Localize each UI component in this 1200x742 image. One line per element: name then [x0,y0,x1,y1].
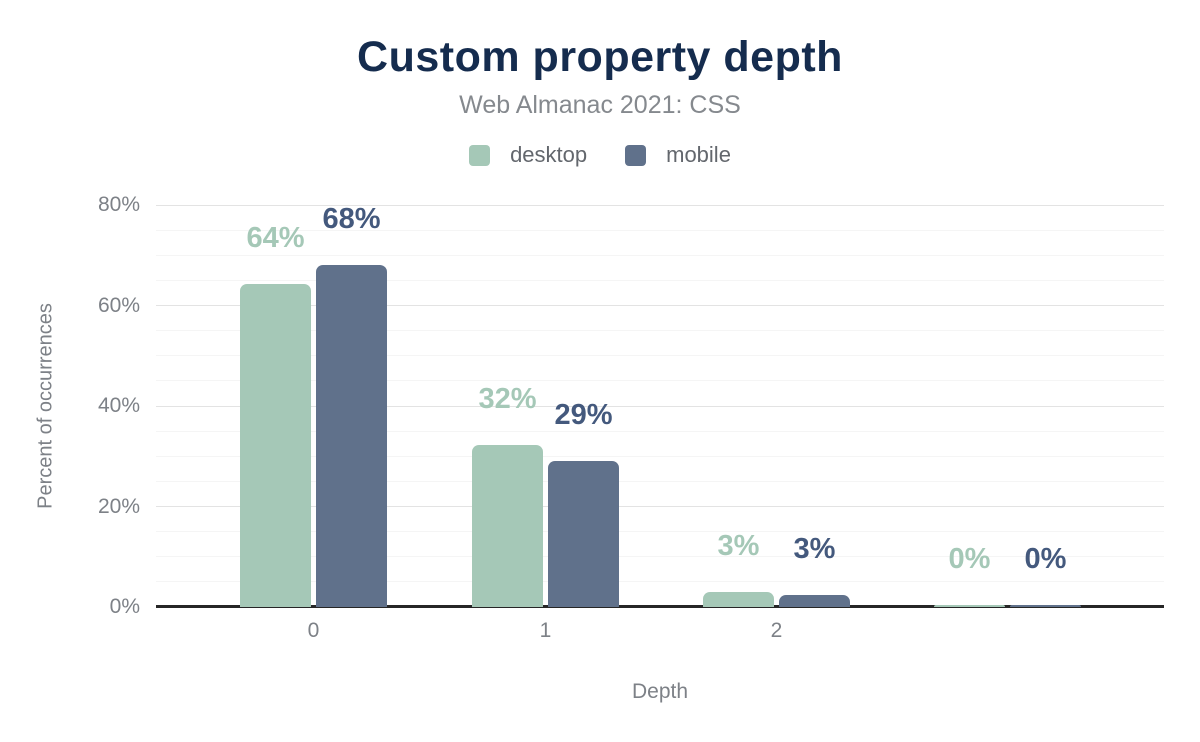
legend-item-mobile: mobile [625,142,731,168]
y-axis-tick-label: 80% [97,193,140,216]
gridline-minor [156,430,1164,432]
x-axis-tick-label: 0 [307,619,320,642]
legend-item-desktop: desktop [469,142,587,168]
bar-mobile-0 [316,265,387,607]
y-axis-tick-label: 0% [109,595,140,618]
bar-mobile-1 [548,461,619,607]
legend-label-desktop: desktop [510,142,588,167]
gridline-minor [156,229,1164,231]
gridline-minor [156,254,1164,256]
bar-value-label-mobile-: 0% [1024,542,1067,575]
legend: desktop mobile [0,142,1200,168]
bar-value-label-desktop-: 0% [948,542,991,575]
gridline-minor [156,455,1164,457]
bar-desktop-2 [703,592,774,607]
bar-value-label-mobile-1: 29% [554,399,613,432]
gridline-minor [156,556,1164,558]
bar-value-label-mobile-0: 68% [322,203,381,236]
gridline-major [156,204,1164,206]
y-axis-tick-label: 40% [97,394,140,417]
gridline-minor [156,279,1164,281]
x-axis-line [156,605,1164,608]
chart-subtitle: Web Almanac 2021: CSS [459,91,741,119]
bar-desktop-1 [472,444,543,607]
gridline-minor [156,355,1164,357]
x-axis-title: Depth [631,680,689,703]
gridline-major [156,506,1164,507]
bar-value-label-desktop-2: 3% [717,530,760,563]
gridline-major [156,305,1164,306]
legend-swatch-mobile [625,144,647,166]
x-axis-tick-label: 1 [539,619,552,642]
y-axis-title: Percent of occurrences [34,303,57,509]
x-axis-tick-label: 2 [770,619,783,642]
bar-value-label-desktop-0: 64% [246,221,305,254]
bar-desktop- [934,604,1005,607]
gridline-minor [156,531,1164,533]
bar-value-label-desktop-1: 32% [478,382,537,415]
gridline-minor [156,380,1164,382]
bar-mobile- [1010,604,1081,607]
legend-swatch-desktop [469,144,491,166]
gridline-minor [156,581,1164,583]
legend-label-mobile: mobile [666,142,731,167]
plot-area: 64% 68% 0 32% 29% 1 3% 3% 2 0% 0% [156,203,1164,642]
chart-title: Custom property depth [357,33,843,81]
bar-desktop-0 [240,283,311,607]
bar-mobile-2 [779,595,850,607]
bar-value-label-mobile-2: 3% [793,533,836,566]
gridline-minor [156,330,1164,332]
gridline-minor [156,480,1164,482]
gridline-major [156,405,1164,407]
y-axis-tick-label: 20% [97,494,140,518]
y-axis-tick-label: 60% [97,293,140,317]
